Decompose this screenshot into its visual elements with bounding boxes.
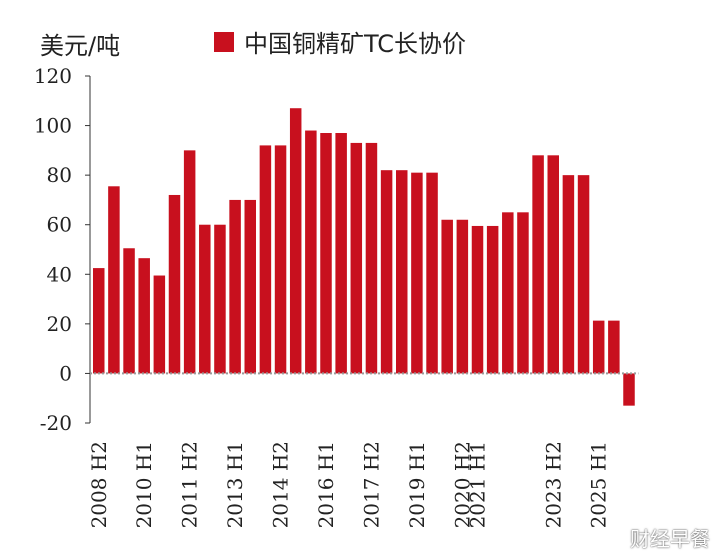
bar [305, 130, 317, 374]
y-tick-label: 100 [34, 114, 72, 138]
watermark: 财经早餐 [630, 527, 710, 551]
x-tick-label: 2010 H1 [132, 441, 156, 528]
bar [411, 172, 423, 374]
x-tick-label: 2023 H2 [541, 441, 565, 528]
bar [365, 142, 378, 374]
bar [244, 199, 256, 374]
x-tick-label: 2017 H2 [359, 441, 383, 528]
bar [168, 194, 181, 374]
y-tick-label: 80 [47, 163, 72, 187]
legend-swatch [214, 31, 234, 52]
x-tick-label: 2020 H2 [450, 441, 474, 528]
x-tick-label: 2008 H2 [87, 441, 111, 528]
legend: 中国铜精矿TC长协价 [214, 24, 466, 59]
bar [623, 373, 635, 406]
bar [608, 320, 620, 374]
bar [229, 199, 241, 374]
bar [502, 212, 514, 374]
bar [592, 320, 605, 374]
bar [577, 175, 590, 374]
y-tick-label: 120 [34, 64, 72, 88]
bar [380, 170, 393, 374]
bar [289, 108, 302, 374]
bar [138, 258, 150, 374]
y-tick-label: -20 [40, 411, 72, 435]
bar [562, 175, 575, 374]
bar [123, 248, 135, 374]
bar [350, 142, 363, 374]
bar [426, 172, 438, 374]
bar [214, 224, 226, 374]
bar [199, 224, 211, 374]
bar [396, 170, 408, 374]
bar [153, 275, 166, 374]
bar [532, 155, 544, 374]
x-tick-label: 2016 H1 [314, 441, 338, 528]
bar [456, 219, 469, 374]
bar [183, 150, 196, 374]
bar [259, 145, 272, 374]
bar [274, 145, 287, 374]
y-tick-label: 20 [47, 312, 72, 336]
x-tick-label: 2014 H2 [269, 441, 293, 528]
x-tick-label: 2013 H1 [223, 441, 247, 528]
x-tick-label: 2021 H1 [466, 441, 490, 528]
bar [335, 133, 347, 374]
x-tick-label: 2019 H1 [405, 441, 429, 528]
y-axis-unit-label: 美元/吨 [40, 32, 121, 60]
bar [108, 186, 120, 374]
bar [547, 155, 559, 374]
legend-label: 中国铜精矿TC长协价 [244, 30, 467, 58]
bar [517, 212, 529, 374]
y-tick-label: 60 [47, 213, 72, 237]
bar [486, 225, 499, 374]
y-tick-label: 0 [59, 361, 72, 385]
bar [93, 268, 105, 374]
bar [320, 133, 332, 374]
x-tick-label: 2025 H1 [587, 441, 611, 528]
x-tick-label: 2011 H2 [178, 441, 202, 528]
bar [471, 225, 484, 374]
bar [441, 219, 453, 374]
y-tick-label: 40 [47, 262, 72, 286]
